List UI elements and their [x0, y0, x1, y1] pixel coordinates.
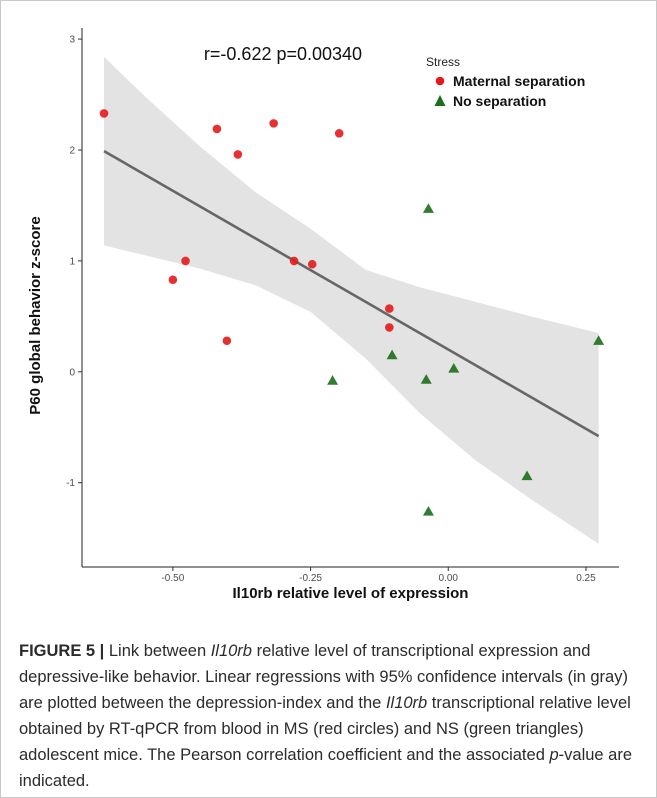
caption-label: FIGURE 5 | [19, 642, 105, 660]
data-point-no-separation [386, 349, 398, 360]
regression-line [103, 149, 600, 438]
confidence-band [104, 56, 599, 544]
caption-italic-text: p [549, 746, 559, 764]
data-point-no-separation [593, 335, 605, 345]
y-tick-label: 1 [69, 256, 75, 267]
data-point-maternal-separation [385, 323, 394, 332]
legend-marker-circle [435, 76, 445, 86]
legend-entry-label: Maternal separation [453, 73, 585, 89]
y-tick-label: 0 [69, 367, 75, 378]
data-point-no-separation [448, 362, 460, 373]
caption-italic-text: Il10rb [385, 694, 428, 712]
y-axis-title: P60 global behavior z-score [27, 216, 44, 414]
scatter-chart: 3 2 1 0 -1 -0.50 -0.25 0.00 0.25 Il10rb relative … [27, 28, 619, 602]
x-tick-label: -0.50 [161, 573, 184, 584]
caption-italic-text: Il10rb [210, 642, 252, 660]
data-point-maternal-separation [289, 256, 299, 266]
data-point-no-separation [420, 374, 432, 384]
x-tick-label: 0.00 [439, 573, 459, 584]
x-tick-label: 0.25 [576, 573, 596, 584]
data-point-no-separation [521, 470, 533, 481]
data-point-maternal-separation [307, 259, 317, 269]
caption-text: relative level of transcriptional expres… [19, 642, 628, 712]
caption-text: transcriptional relative level obtained … [19, 694, 631, 764]
legend-marker-triangle [434, 95, 446, 106]
data-point-maternal-separation [334, 129, 344, 138]
figure-caption: FIGURE 5 | Link between Il10rb relative … [19, 638, 641, 794]
legend-title: Stress [426, 55, 460, 69]
y-tick-label: 3 [69, 35, 75, 46]
data-point-no-separation [422, 203, 434, 213]
correlation-annotation: r=-0.622 p=0.00340 [204, 44, 362, 64]
data-point-maternal-separation [233, 150, 243, 159]
data-point-no-separation [422, 506, 434, 516]
data-point-no-separation [327, 375, 339, 385]
x-tick-label: -0.25 [299, 573, 322, 584]
caption-text: Link between [104, 642, 211, 660]
data-point-maternal-separation [168, 275, 178, 285]
data-point-maternal-separation [222, 336, 232, 346]
data-point-maternal-separation [181, 256, 190, 266]
caption-text: -value are indicated. [19, 746, 633, 790]
caption-body: Link between Il10rb relative level of tr… [19, 642, 632, 790]
data-point-maternal-separation [385, 304, 394, 313]
y-tick-label: 2 [69, 145, 75, 156]
data-point-maternal-separation [269, 119, 278, 128]
legend-entry-label: No separation [453, 93, 546, 109]
data-point-maternal-separation [212, 124, 222, 134]
y-tick-label: -1 [66, 478, 75, 489]
data-point-maternal-separation [99, 109, 109, 118]
x-axis-title: Il10rb relative level of expression [233, 585, 469, 602]
